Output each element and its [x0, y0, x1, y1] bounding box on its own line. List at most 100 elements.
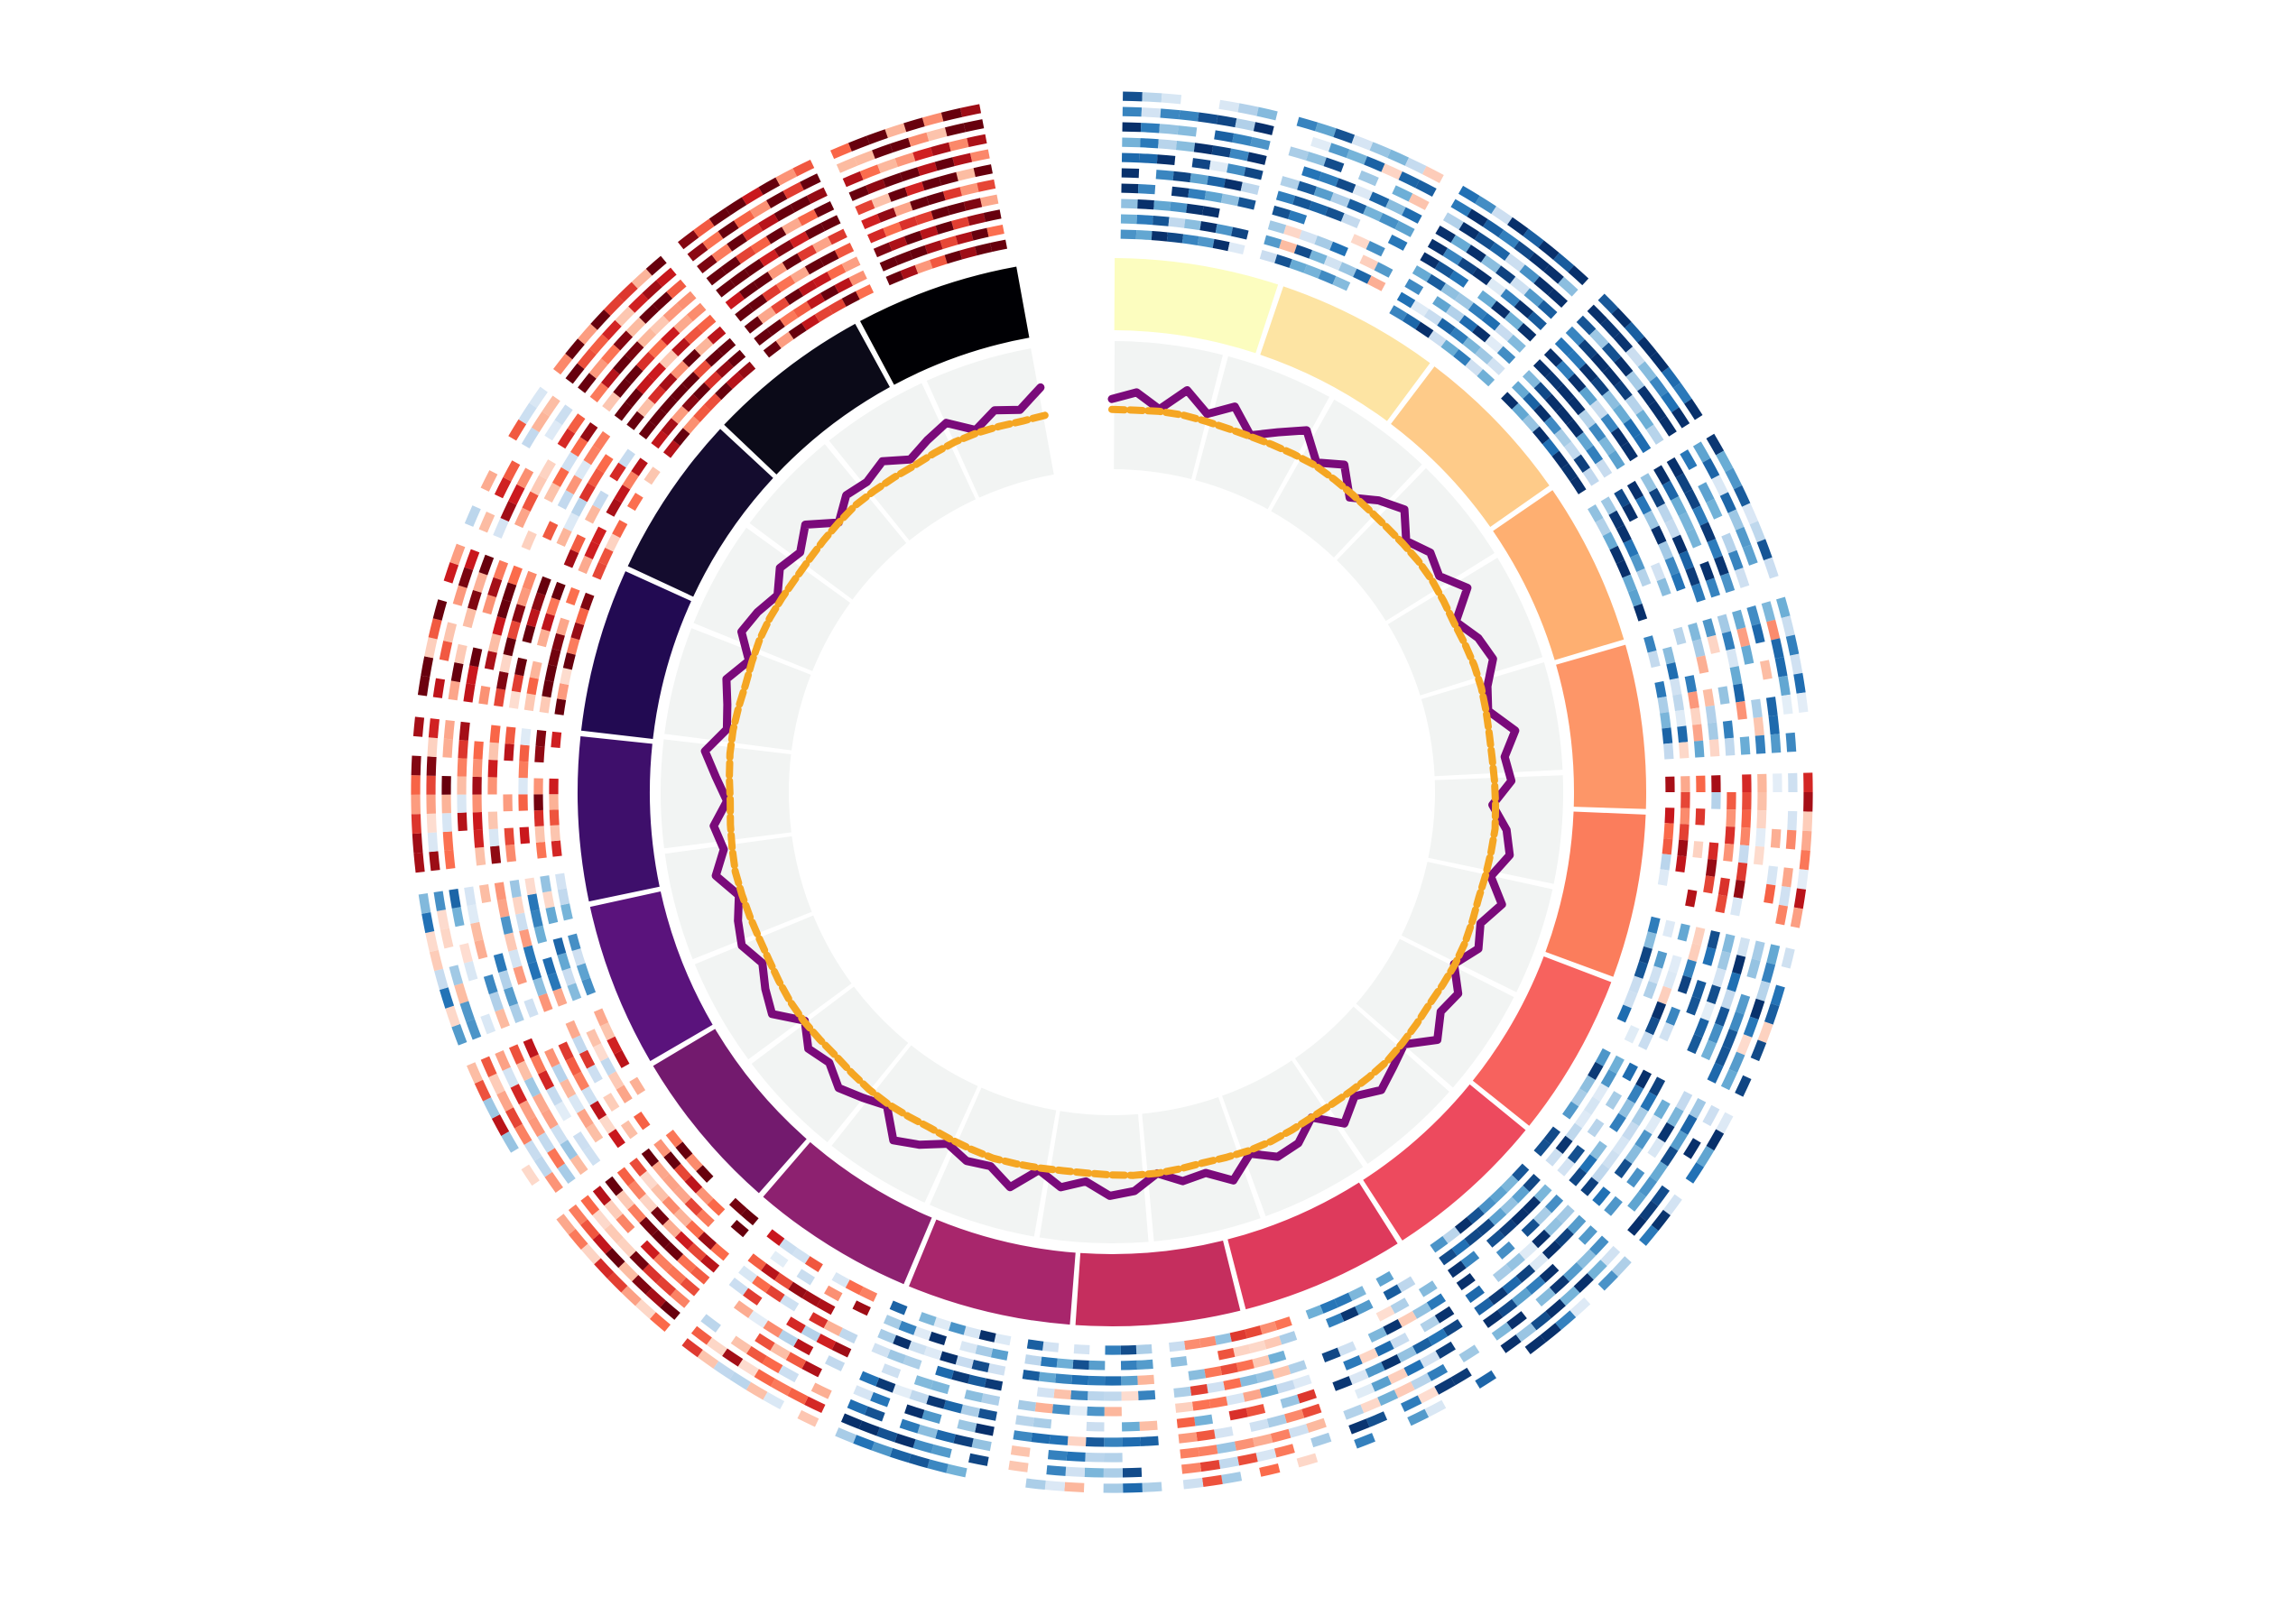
heatmap-cell — [558, 1041, 574, 1061]
heatmap-cell — [784, 288, 804, 305]
heatmap-cell — [458, 721, 470, 741]
heatmap-cell — [545, 906, 559, 925]
heatmap-cell — [1728, 1051, 1745, 1073]
heatmap-cell — [633, 1112, 651, 1131]
heatmap-cell — [692, 382, 711, 401]
heatmap-cell — [867, 227, 887, 244]
heatmap-cell — [786, 1316, 806, 1334]
heatmap-cell — [483, 1097, 500, 1119]
heatmap-cell — [1136, 215, 1153, 226]
heatmap-cell — [551, 632, 565, 651]
heatmap-cell — [889, 1300, 908, 1315]
heatmap-cell — [708, 208, 731, 226]
heatmap-cell — [1677, 923, 1690, 942]
heatmap-cell — [472, 794, 482, 813]
heatmap-cell — [1722, 720, 1734, 739]
heatmap-cell — [900, 167, 921, 182]
heatmap-cell — [1742, 503, 1759, 525]
heatmap-cell — [1120, 1360, 1137, 1371]
heatmap-cell — [587, 1064, 603, 1084]
heatmap-cell — [607, 1129, 625, 1149]
heatmap-cell — [909, 245, 928, 260]
heatmap-cell — [1773, 773, 1782, 792]
heatmap-cell — [1171, 186, 1190, 198]
heatmap-cell — [1153, 200, 1171, 211]
heatmap-cell — [1551, 450, 1569, 469]
heatmap-cell — [1721, 933, 1736, 954]
heatmap-cell — [454, 643, 468, 665]
heatmap-cell — [780, 1294, 800, 1312]
heatmap-cell — [930, 1444, 952, 1459]
heatmap-cell — [560, 668, 572, 686]
heatmap-cell — [1122, 1421, 1140, 1432]
heatmap-cell — [1669, 678, 1682, 696]
line-track-cell — [1294, 1006, 1449, 1164]
heatmap-cell — [710, 1242, 730, 1261]
heatmap-cell — [1207, 175, 1226, 188]
heatmap-cell — [478, 686, 491, 706]
heatmap-cell — [1181, 1462, 1202, 1474]
heatmap-cell — [650, 1206, 670, 1226]
heatmap-cell — [579, 483, 596, 503]
heatmap-cell — [1679, 824, 1690, 841]
heatmap-cell — [1662, 838, 1673, 855]
heatmap-cell — [433, 891, 446, 911]
heatmap-cell — [1639, 1224, 1659, 1246]
heatmap-cell — [886, 1349, 906, 1364]
sector-block — [1545, 811, 1646, 977]
heatmap-cell — [1692, 724, 1704, 742]
heatmap-cell — [1675, 855, 1687, 873]
heatmap-cell — [440, 928, 454, 949]
heatmap-cell — [1070, 1389, 1088, 1401]
heatmap-cell — [1602, 531, 1618, 550]
heatmap-cell — [1071, 1374, 1089, 1386]
heatmap-cell — [1475, 346, 1494, 365]
heatmap-cell — [1721, 532, 1737, 554]
heatmap-cell — [626, 493, 643, 512]
heatmap-cell — [1597, 1269, 1619, 1291]
heatmap-cell — [620, 1120, 638, 1140]
heatmap-cell — [1135, 229, 1153, 241]
sector-block — [653, 1029, 807, 1194]
heatmap-cell — [516, 1060, 532, 1082]
heatmap-cell — [953, 1434, 974, 1448]
heatmap-cell — [1556, 383, 1575, 403]
heatmap-cell — [1488, 1207, 1507, 1226]
heatmap-cell — [774, 1272, 793, 1290]
heatmap-cell — [552, 988, 568, 1007]
heatmap-cell — [743, 1288, 763, 1306]
heatmap-cell — [1690, 707, 1702, 725]
heatmap-cell — [1732, 609, 1746, 630]
heatmap-cell — [963, 198, 983, 211]
heatmap-cell — [1184, 218, 1201, 231]
line-track — [700, 383, 1520, 1200]
heatmap-cell — [533, 925, 548, 944]
heatmap-cell — [629, 1251, 650, 1271]
heatmap-cell — [687, 1242, 707, 1261]
heatmap-cell — [1578, 386, 1597, 406]
heatmap-cell — [713, 1361, 735, 1380]
heatmap-cell — [955, 231, 974, 245]
heatmap-cell — [1065, 1466, 1086, 1477]
sector-block — [578, 735, 660, 902]
heatmap-cell — [1512, 381, 1530, 400]
heatmap-cell — [1553, 253, 1575, 272]
heatmap-cell — [1671, 496, 1688, 517]
heatmap-cell — [602, 319, 622, 341]
heatmap-cell — [1756, 539, 1773, 561]
heatmap-cell — [1363, 206, 1384, 222]
heatmap-cell — [523, 1076, 542, 1098]
heatmap-cell — [1375, 1270, 1394, 1288]
heatmap-cell — [449, 543, 466, 566]
heatmap-cell — [519, 744, 530, 762]
heatmap-cell — [589, 382, 609, 402]
heatmap-cell — [700, 1314, 721, 1333]
heatmap-cell — [912, 147, 933, 162]
heatmap-cell — [859, 1371, 880, 1387]
heatmap-cell — [694, 337, 714, 356]
heatmap-cell — [445, 1005, 460, 1028]
heatmap-cell — [1674, 709, 1687, 727]
heatmap-cell — [1637, 385, 1656, 406]
heatmap-cell — [1249, 1418, 1270, 1432]
heatmap-cell — [1568, 373, 1587, 392]
